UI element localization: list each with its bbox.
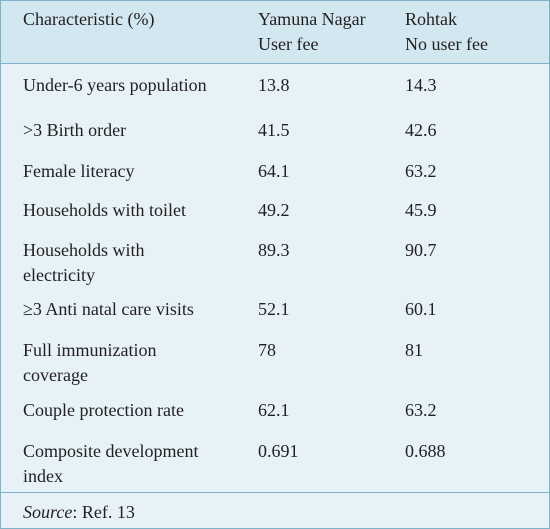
source-note: Source: Ref. 13 — [23, 500, 135, 525]
yamuna-value: 0.691 — [258, 441, 299, 461]
table-header: Characteristic (%) Yamuna Nagar User fee… — [1, 1, 549, 63]
rohtak-value: 63.2 — [405, 400, 437, 420]
header-rohtak: Rohtak — [405, 9, 457, 29]
rohtak-value: 63.2 — [405, 161, 437, 181]
footer-divider — [1, 492, 549, 493]
yamuna-value: 62.1 — [258, 400, 290, 420]
rohtak-value: 90.7 — [405, 240, 437, 260]
header-yamuna-nagar: Yamuna Nagar — [258, 9, 366, 29]
rohtak-value: 14.3 — [405, 75, 437, 95]
header-user-fee: User fee — [258, 34, 319, 54]
row-label-continued: electricity — [23, 265, 95, 285]
yamuna-value: 52.1 — [258, 299, 290, 319]
row-label-continued: index — [23, 466, 63, 486]
yamuna-value: 41.5 — [258, 120, 290, 140]
header-characteristic: Characteristic (%) — [23, 9, 155, 29]
yamuna-value: 78 — [258, 340, 276, 360]
yamuna-value: 64.1 — [258, 161, 290, 181]
row-label: Female literacy — [23, 161, 135, 181]
row-label: Households with toilet — [23, 200, 186, 220]
row-label: Composite development — [23, 441, 199, 461]
rohtak-value: 81 — [405, 340, 423, 360]
row-label: Households with — [23, 240, 145, 260]
header-no-user-fee: No user fee — [405, 34, 488, 54]
row-label: Couple protection rate — [23, 400, 184, 420]
rohtak-value: 42.6 — [405, 120, 437, 140]
yamuna-value: 89.3 — [258, 240, 290, 260]
row-label: Under-6 years population — [23, 75, 207, 95]
source-text: : Ref. 13 — [72, 502, 135, 522]
row-label: >3 Birth order — [23, 120, 127, 140]
row-label: ≥3 Anti natal care visits — [23, 299, 194, 319]
source-label: Source — [23, 502, 73, 522]
yamuna-value: 13.8 — [258, 75, 290, 95]
rohtak-value: 60.1 — [405, 299, 437, 319]
rohtak-value: 0.688 — [405, 441, 446, 461]
row-label-continued: coverage — [23, 365, 88, 385]
yamuna-value: 49.2 — [258, 200, 290, 220]
rohtak-value: 45.9 — [405, 200, 437, 220]
header-divider — [1, 63, 549, 64]
row-label: Full immunization — [23, 340, 157, 360]
